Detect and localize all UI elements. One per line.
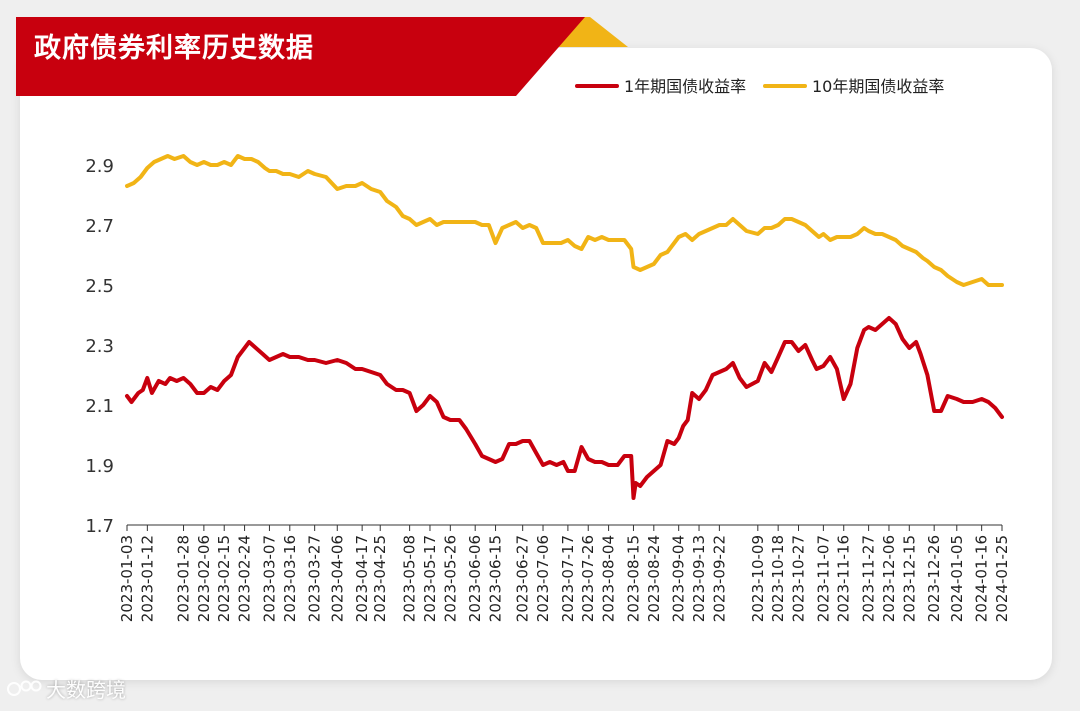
y-tick-label: 2.9	[85, 156, 114, 177]
x-tick-label: 2024-01-16	[973, 535, 991, 622]
x-tick-label: 2023-02-24	[236, 535, 254, 622]
x-tick-label: 2023-09-13	[690, 535, 708, 622]
x-tick-label: 2023-02-06	[195, 535, 213, 622]
watermark-text: 大数跨境	[46, 678, 126, 702]
x-tick-label: 2023-02-15	[215, 535, 233, 622]
x-tick-label: 2023-12-15	[900, 535, 918, 622]
y-tick-label: 1.9	[85, 456, 114, 477]
x-tick-label: 2023-05-17	[421, 535, 439, 622]
x-tick-label: 2023-06-27	[514, 535, 532, 622]
x-tick-label: 2023-05-26	[441, 535, 459, 622]
x-tick-label: 2023-12-06	[880, 535, 898, 622]
x-tick-label: 2023-03-27	[306, 535, 324, 622]
y-tick-label: 2.1	[85, 396, 114, 417]
x-tick-label: 2023-07-26	[579, 535, 597, 622]
x-tick-label: 2023-08-04	[600, 535, 618, 622]
y-tick-label: 2.7	[85, 216, 114, 237]
series-line-1y	[125, 316, 1004, 500]
x-tick-label: 2023-10-09	[749, 535, 767, 622]
x-tick-label: 2023-10-27	[790, 535, 808, 622]
x-tick-label: 2023-05-08	[401, 535, 419, 622]
legend-label-10y: 10年期国债收益率	[812, 77, 944, 96]
banner-shape	[16, 17, 585, 96]
x-tick-label: 2023-06-06	[466, 535, 484, 622]
legend-label-1y: 1年期国债收益率	[624, 77, 746, 96]
x-tick-label: 2023-08-15	[624, 535, 642, 622]
x-tick-label: 2023-12-26	[925, 535, 943, 622]
x-tick-label: 2024-01-05	[948, 535, 966, 622]
x-tick-label: 2023-07-17	[559, 535, 577, 622]
chart-card	[20, 48, 1052, 680]
y-tick-label: 1.7	[85, 516, 114, 537]
x-tick-label: 2023-09-04	[670, 535, 688, 622]
series-line-10y	[125, 154, 1004, 287]
title-banner	[16, 17, 628, 96]
x-tick-label: 2023-09-22	[710, 535, 728, 622]
x-tick-label: 2023-01-12	[138, 535, 156, 622]
chart-title: 政府债券利率历史数据	[34, 33, 314, 64]
x-tick-label: 2023-04-17	[353, 535, 371, 622]
y-tick-label: 2.5	[85, 276, 114, 297]
watermark: 大数跨境	[6, 674, 126, 703]
x-tick-label: 2023-03-07	[260, 535, 278, 622]
x-tick-label: 2023-10-18	[769, 535, 787, 622]
x-tick-label: 2023-01-03	[118, 535, 136, 622]
x-tick-label: 2023-06-15	[487, 535, 505, 622]
x-tick-label: 2023-04-06	[328, 535, 346, 622]
y-tick-label: 2.3	[85, 336, 114, 357]
x-tick-label: 2023-11-16	[835, 535, 853, 622]
x-tick-label: 2023-08-24	[645, 535, 663, 622]
x-tick-label: 2023-03-16	[281, 535, 299, 622]
x-tick-label: 2023-04-25	[371, 535, 389, 622]
x-tick-label: 2023-11-07	[814, 535, 832, 622]
x-tick-label: 2023-07-06	[534, 535, 552, 622]
x-tick-label: 2023-01-28	[175, 535, 193, 622]
brand-logo-icon	[7, 680, 42, 696]
x-tick-label: 2024-01-25	[993, 535, 1011, 622]
x-tick-label: 2023-11-27	[860, 535, 878, 622]
